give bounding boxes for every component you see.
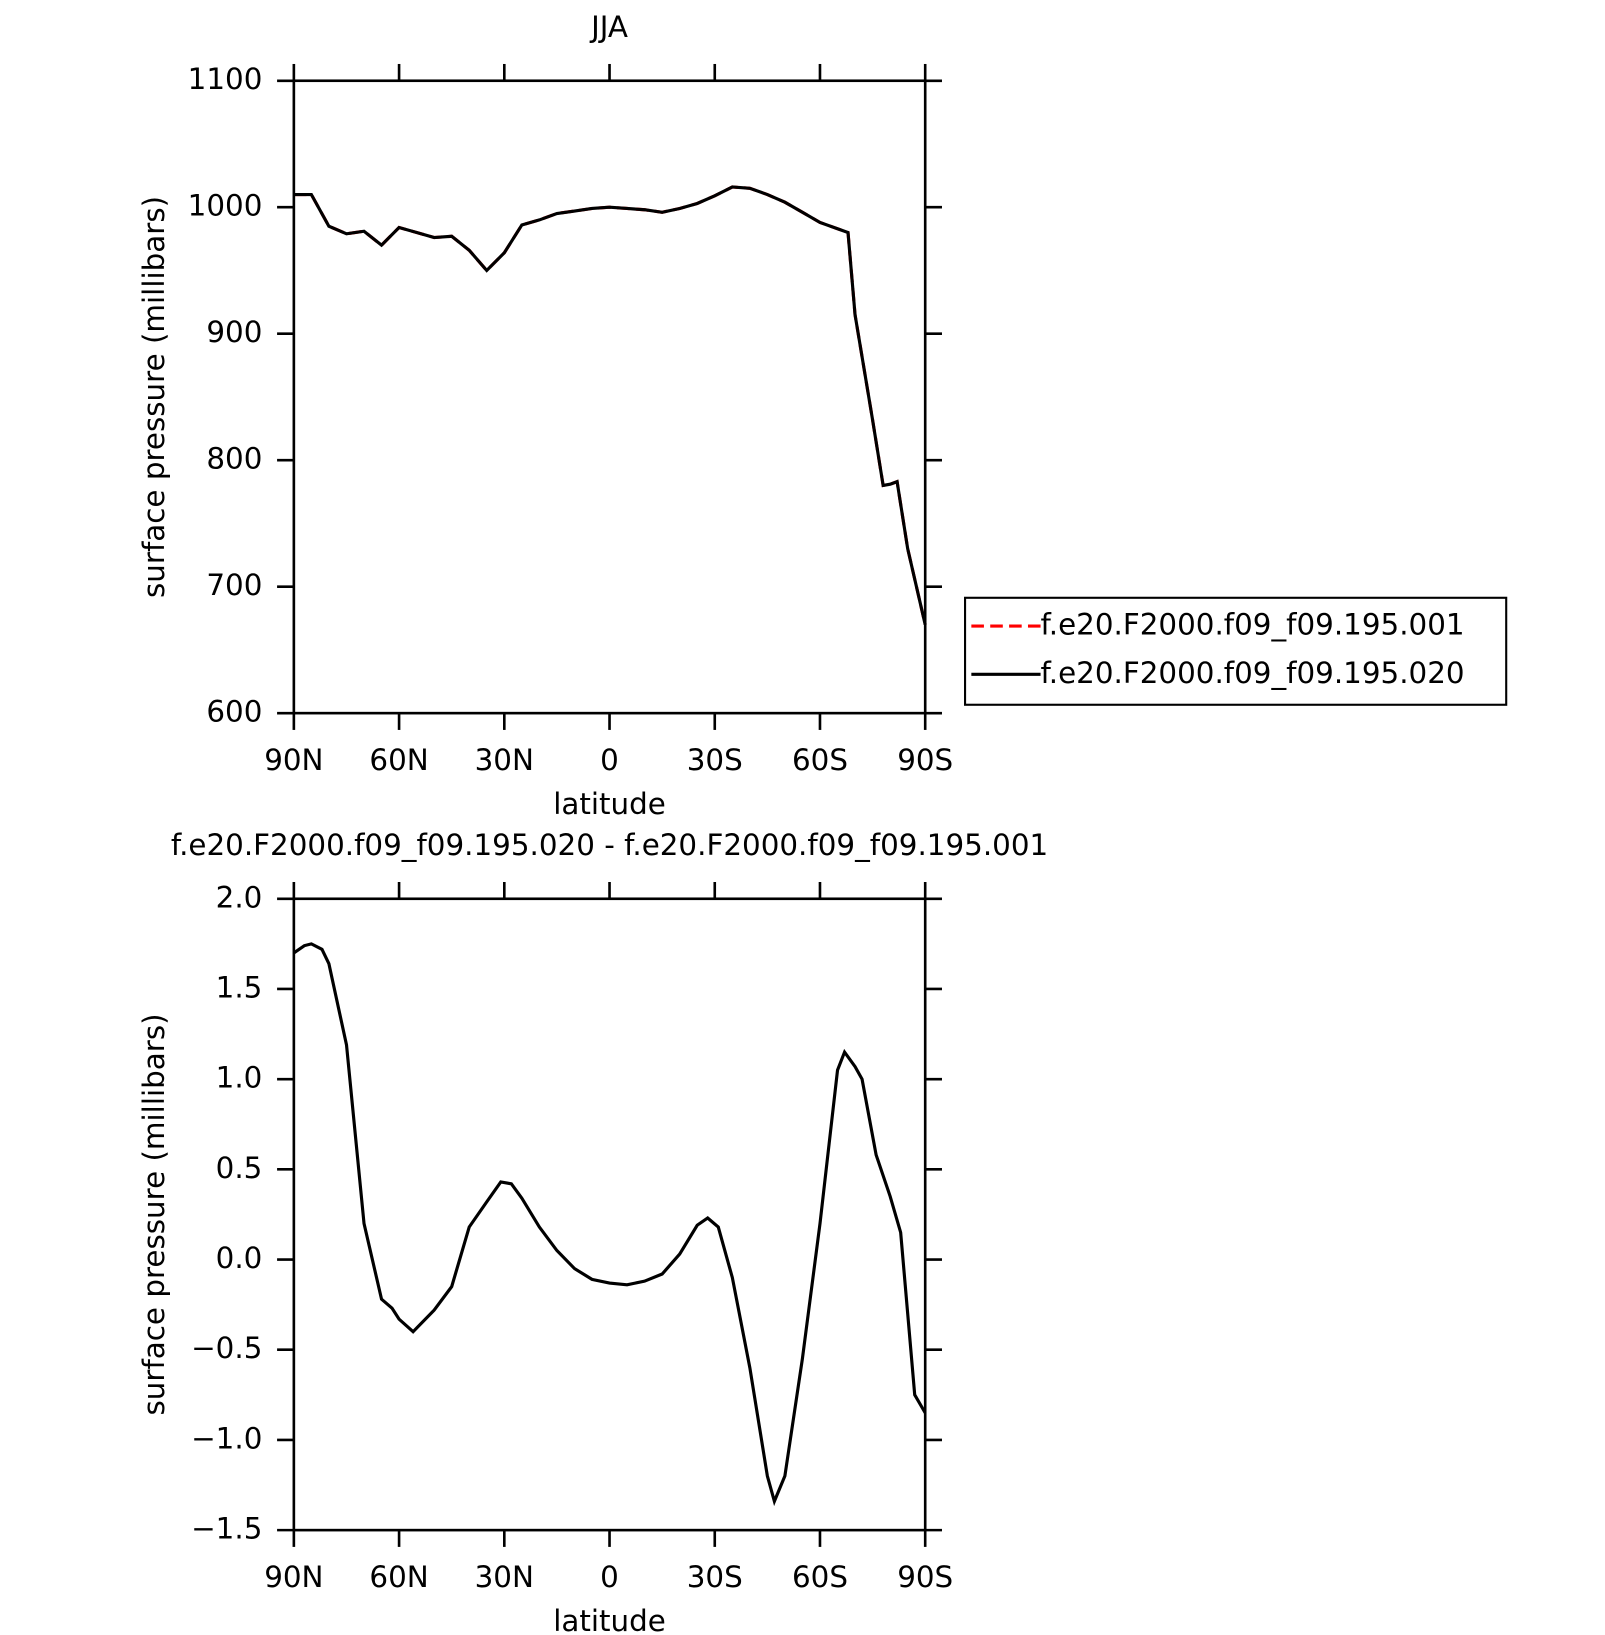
x-axis-label: latitude	[553, 1604, 666, 1635]
y-tick-label: 0.0	[216, 1241, 263, 1275]
x-tick-label: 60N	[369, 1560, 428, 1594]
plot-frame	[292, 79, 927, 715]
x-tick-label: 0	[600, 743, 619, 777]
y-tick-label: 900	[206, 315, 262, 349]
y-tick-label: 1100	[188, 62, 263, 96]
x-tick-label: 30N	[475, 743, 534, 777]
x-tick-label: 60N	[369, 743, 428, 777]
y-tick-label: 1000	[188, 189, 263, 223]
y-tick-label: 700	[206, 568, 262, 602]
y-tick-label: 2.0	[216, 880, 263, 914]
y-tick-label: 600	[206, 695, 262, 729]
y-axis-label: surface pressure (millibars)	[137, 196, 171, 598]
x-tick-label: 30S	[687, 743, 743, 777]
series-line	[293, 185, 927, 625]
x-tick-label: 90S	[897, 743, 953, 777]
x-tick-label: 90N	[264, 1560, 323, 1594]
y-tick-label: 800	[206, 442, 262, 476]
x-tick-label: 30S	[687, 1560, 743, 1594]
y-tick-label: 0.5	[216, 1151, 263, 1185]
x-tick-label: 90S	[897, 1560, 953, 1594]
y-tick-label: −0.5	[191, 1331, 262, 1365]
chart-title: JJA	[589, 10, 628, 44]
legend-label: f.e20.F2000.f09_f09.195.001	[1041, 608, 1465, 642]
legend-box	[964, 596, 1508, 706]
plot-frame	[292, 897, 927, 1532]
y-tick-label: −1.5	[191, 1512, 262, 1546]
y-tick-label: 1.5	[216, 970, 263, 1004]
x-tick-label: 60S	[792, 1560, 848, 1594]
chart-title: f.e20.F2000.f09_f09.195.020 - f.e20.F200…	[171, 828, 1048, 862]
y-tick-label: −1.0	[191, 1421, 262, 1455]
legend-label: f.e20.F2000.f09_f09.195.020	[1041, 656, 1465, 690]
series-line	[293, 185, 927, 625]
x-tick-label: 30N	[475, 1560, 534, 1594]
x-tick-label: 0	[600, 1560, 619, 1594]
x-tick-label: 90N	[264, 743, 323, 777]
series-line	[292, 942, 927, 1507]
x-tick-label: 60S	[792, 743, 848, 777]
y-axis-label: surface pressure (millibars)	[137, 1013, 171, 1415]
x-axis-label: latitude	[553, 787, 666, 821]
y-tick-label: 1.0	[216, 1061, 263, 1095]
